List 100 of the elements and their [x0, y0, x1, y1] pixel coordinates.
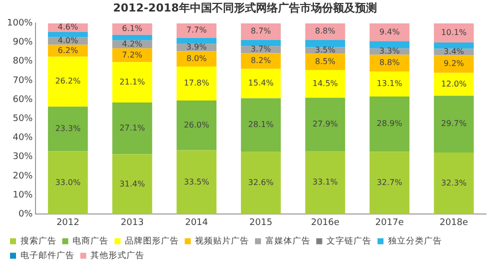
- bar: [112, 102, 152, 154]
- data-label: 8.5%: [315, 56, 336, 66]
- bar: [48, 56, 88, 107]
- data-label: 7.2%: [122, 50, 143, 60]
- bar: [434, 42, 474, 49]
- data-label: 21.1%: [120, 77, 146, 86]
- bar: [370, 96, 410, 152]
- chart-title: 2012-2018年中国不同形式网络广告市场份额及预测: [113, 1, 377, 14]
- data-label: 4.0%: [58, 36, 78, 46]
- data-label: 8.8%: [315, 26, 336, 36]
- data-label: 15.4%: [248, 78, 274, 88]
- bar: [240, 68, 281, 98]
- data-label: 14.5%: [312, 78, 338, 88]
- x-tick-label: 2012: [56, 218, 80, 228]
- bar: [305, 70, 346, 98]
- data-label: 32.6%: [248, 178, 274, 188]
- y-tick-label: 90%: [12, 38, 34, 48]
- data-label: 32.7%: [376, 178, 403, 188]
- bar: [370, 41, 410, 48]
- bar: [240, 53, 281, 69]
- data-label: 23.3%: [55, 124, 81, 133]
- data-label: 33.0%: [55, 178, 81, 187]
- y-tick-label: 30%: [12, 152, 34, 162]
- bar: [305, 40, 346, 48]
- legend-label: 其他形式广告: [90, 250, 144, 261]
- y-tick-label: 70%: [12, 76, 34, 86]
- bar: [112, 62, 152, 102]
- data-label: 27.9%: [312, 119, 338, 128]
- data-label: 33.1%: [312, 178, 338, 187]
- legend-label: 搜索广告: [20, 235, 56, 246]
- data-label: 3.4%: [444, 47, 464, 56]
- data-label: 28.1%: [248, 120, 274, 130]
- bar: [176, 100, 216, 150]
- data-label: 8.2%: [250, 56, 272, 66]
- data-label: 26.0%: [184, 120, 210, 130]
- bar: [370, 72, 410, 97]
- legend-label: 电子邮件广告: [20, 250, 74, 261]
- data-label: 33.5%: [184, 177, 210, 186]
- data-label: 8.8%: [379, 58, 400, 68]
- data-label: 26.2%: [55, 76, 81, 86]
- bar: [305, 98, 346, 151]
- data-label: 9.2%: [444, 59, 464, 68]
- bar: [112, 34, 152, 40]
- y-tick-label: 50%: [12, 114, 34, 124]
- bar: [48, 106, 88, 152]
- y-tick-label: 10%: [12, 190, 34, 200]
- bar: [305, 150, 346, 214]
- x-tick-label: 2015: [249, 218, 272, 228]
- data-label: 3.3%: [379, 46, 400, 56]
- legend-label: 富媒体广告: [265, 235, 310, 246]
- y-tick-label: 80%: [12, 56, 34, 67]
- bar: [434, 55, 474, 73]
- bar: [240, 98, 281, 152]
- bar: [370, 54, 410, 72]
- legend-label: 独立分类广告: [388, 235, 442, 246]
- y-tick-label: 40%: [12, 133, 34, 144]
- bar: [240, 152, 281, 214]
- bar: [434, 152, 474, 214]
- data-label: 10.1%: [441, 28, 467, 37]
- bar: [176, 150, 216, 214]
- data-label: 12.0%: [441, 79, 467, 88]
- data-label: 4.6%: [58, 22, 78, 32]
- bar: [434, 23, 474, 42]
- data-label: 4.2%: [122, 39, 143, 48]
- data-label: 3.9%: [186, 42, 208, 52]
- legend-label: 电商广告: [72, 235, 108, 246]
- legend-label: 视频贴片广告: [195, 235, 249, 246]
- data-label: 13.1%: [376, 79, 403, 88]
- y-tick-label: 100%: [6, 18, 34, 29]
- bar: [176, 23, 216, 38]
- data-label: 8.0%: [186, 54, 208, 63]
- x-tick-label: 2018e: [440, 218, 469, 228]
- bar: [434, 72, 474, 96]
- legend-label: 品牌图形广告: [124, 235, 179, 246]
- bar: [48, 32, 88, 38]
- data-label: 6.1%: [122, 24, 143, 34]
- legend-label: 文字链广告: [326, 235, 372, 246]
- bar: [48, 151, 88, 214]
- data-label: 28.9%: [376, 119, 403, 128]
- bar: [434, 96, 474, 153]
- y-tick-label: 0%: [18, 210, 34, 220]
- data-label: 17.8%: [184, 78, 210, 88]
- data-label: 3.7%: [250, 44, 272, 54]
- x-tick-label: 2017e: [375, 218, 404, 228]
- x-tick-label: 2016e: [310, 218, 340, 228]
- bar: [240, 40, 281, 46]
- data-label: 29.7%: [441, 119, 467, 128]
- data-label: 9.4%: [379, 27, 400, 36]
- data-label: 31.4%: [120, 179, 146, 188]
- x-tick-label: 2013: [120, 218, 144, 228]
- y-tick-label: 60%: [12, 94, 34, 105]
- bar: [112, 154, 152, 214]
- bar: [370, 152, 410, 214]
- bar: [176, 66, 216, 101]
- bar: [240, 23, 281, 40]
- y-tick-label: 20%: [12, 171, 34, 182]
- data-label: 32.3%: [441, 178, 467, 188]
- x-tick-label: 2014: [185, 218, 208, 228]
- data-label: 7.7%: [186, 26, 208, 35]
- bar: [176, 38, 216, 44]
